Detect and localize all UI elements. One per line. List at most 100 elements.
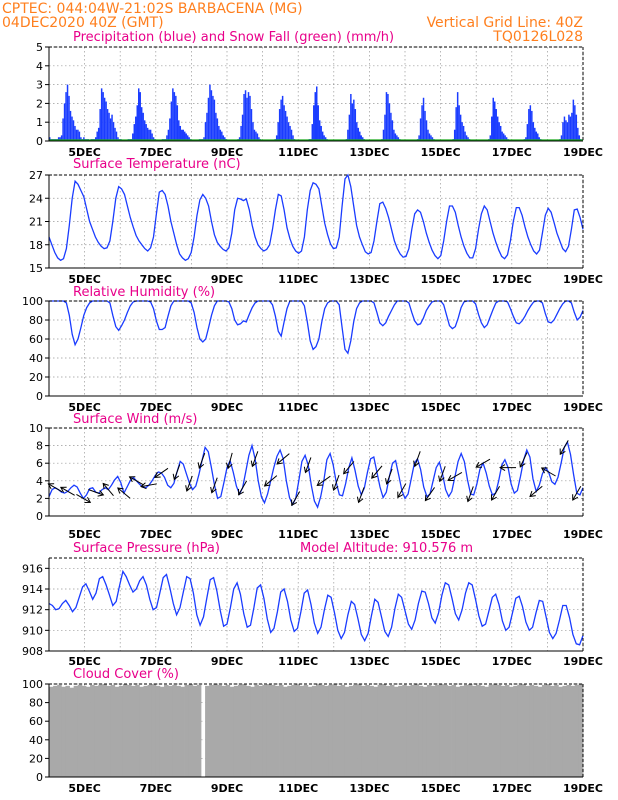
- precip-bar: [351, 103, 354, 141]
- wind-arrow-shaft: [559, 440, 569, 455]
- precip-bar: [57, 137, 60, 141]
- wind-arrow-shaft: [529, 485, 543, 497]
- y-tick-label: 3: [36, 79, 43, 92]
- wind-arrow: [424, 487, 435, 502]
- precip-bar: [97, 127, 100, 141]
- cloud-cover-bar: [291, 684, 296, 777]
- precip-bar: [458, 105, 460, 141]
- precip-bar: [287, 122, 290, 141]
- cloud-cover-bar: [529, 684, 535, 777]
- precip-bar: [560, 135, 563, 141]
- precip-bar: [360, 135, 362, 141]
- precip-bar: [390, 112, 392, 141]
- wind-arrow-head: [438, 475, 445, 483]
- precip-bar: [221, 131, 223, 141]
- precip-bar: [569, 116, 572, 141]
- wind-arrow: [250, 451, 259, 468]
- cloud-cover-bar: [61, 686, 66, 777]
- wind-arrow-shaft: [129, 476, 144, 486]
- precip-bar: [313, 105, 315, 141]
- series-line-pres: [48, 569, 584, 646]
- precip-bar: [74, 125, 76, 141]
- cloud-cover-bar: [221, 685, 227, 777]
- wind-arrow-shaft: [251, 451, 259, 467]
- precip-bar: [183, 131, 186, 141]
- y-tick-label: 912: [22, 604, 43, 617]
- precip-bar: [421, 105, 423, 141]
- precip-bar: [525, 137, 527, 141]
- precip-bar: [532, 122, 535, 141]
- precip-bar: [388, 103, 391, 141]
- wind-arrow: [197, 452, 206, 469]
- precip-bar: [166, 135, 168, 141]
- wind-arrow: [291, 491, 301, 507]
- precip-bar: [188, 137, 190, 141]
- wind-arrow: [276, 453, 290, 465]
- cloud-cover-bar: [476, 684, 481, 777]
- wind-arrow-head: [84, 497, 92, 503]
- x-tick-label: 15DEC: [421, 401, 461, 414]
- precip-bar: [94, 137, 97, 141]
- precip-bar: [419, 118, 422, 141]
- wind-arrow-shaft: [76, 493, 91, 503]
- precip-bar: [246, 97, 248, 141]
- precip-bar: [140, 107, 143, 141]
- header-model: TQ0126L028: [492, 29, 583, 45]
- x-tick-label: 5DEC: [68, 528, 100, 541]
- precip-bar: [528, 109, 530, 141]
- wind-arrow-shaft: [333, 474, 340, 491]
- precip-bar: [499, 125, 502, 141]
- x-tick-label: 5DEC: [68, 273, 100, 286]
- wind-arrow: [413, 451, 421, 468]
- x-tick-label: 17DEC: [492, 655, 532, 668]
- y-tick-label: 18: [29, 239, 43, 252]
- wind-arrow-shaft: [88, 489, 104, 496]
- precip-bar: [572, 99, 575, 141]
- precip-bar: [238, 137, 241, 141]
- x-tick-label: 7DEC: [140, 401, 172, 414]
- cloud-cover-bar: [49, 686, 54, 777]
- wind-arrow: [519, 452, 528, 468]
- wind-arrow-shaft: [343, 461, 355, 475]
- wind-arrow-head: [102, 482, 109, 490]
- cloud-cover-bar: [328, 684, 333, 777]
- y-tick-label: 21: [29, 216, 43, 229]
- y-tick-label: 2: [36, 492, 43, 505]
- precip-bar: [256, 133, 259, 141]
- cloud-cover-bar: [98, 684, 103, 777]
- cloud-cover-bar: [320, 684, 325, 777]
- wind-arrow-head: [225, 462, 233, 470]
- cloud-cover-bar: [94, 685, 99, 777]
- precip-bar: [152, 137, 155, 141]
- precip-bar: [224, 137, 226, 141]
- wind-arrow-shaft: [424, 487, 435, 501]
- wind-arrow: [490, 485, 500, 501]
- precip-bar: [186, 135, 189, 141]
- precip-bar: [565, 120, 567, 141]
- precip-bar: [133, 124, 136, 141]
- wind-arrow-head: [197, 462, 205, 469]
- precip-bar: [139, 92, 141, 141]
- x-tick-label: 9DEC: [211, 401, 243, 414]
- cloud-cover-bar: [496, 684, 502, 777]
- precip-bar: [495, 109, 497, 141]
- precip-bar: [320, 125, 322, 141]
- cloud-cover-bar: [406, 685, 411, 777]
- precip-bar: [574, 105, 576, 141]
- precip-bar: [538, 137, 540, 141]
- precip-bar: [430, 135, 432, 141]
- precip-bar: [275, 135, 278, 141]
- precip-bar: [136, 105, 138, 141]
- cloud-cover-bar: [566, 684, 572, 777]
- precip-bar: [66, 84, 69, 141]
- cloud-cover-bar: [225, 684, 231, 777]
- precip-bar: [425, 120, 428, 141]
- x-tick-label: 13DEC: [349, 528, 389, 541]
- wind-arrow: [466, 486, 474, 503]
- precip-bar: [461, 122, 463, 141]
- precip-bar: [562, 122, 564, 141]
- precip-bar: [492, 97, 494, 141]
- y-tick-label: 60: [29, 333, 43, 346]
- precip-bar: [170, 101, 173, 141]
- precip-bar: [102, 92, 104, 141]
